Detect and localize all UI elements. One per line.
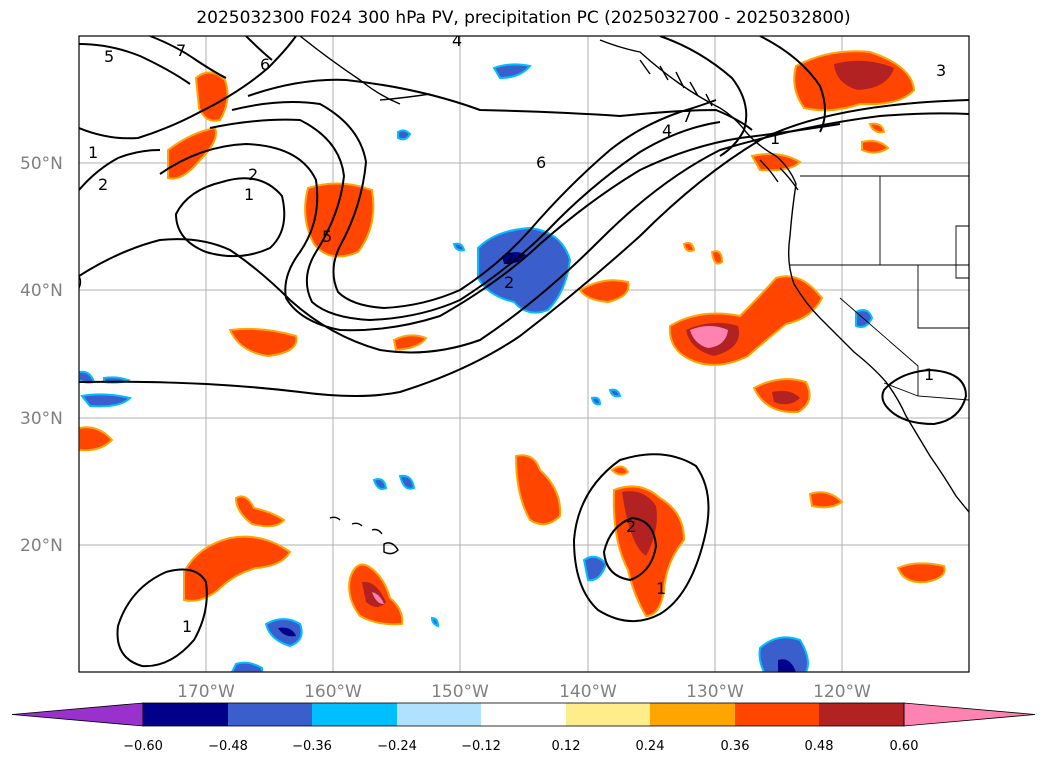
precip-positive-regions <box>79 50 946 626</box>
contour-label: 1 <box>770 129 780 148</box>
contour-label: 6 <box>260 55 270 74</box>
lat-label-50n: 50°N <box>20 154 63 174</box>
contour-label: 1 <box>924 365 934 384</box>
map-title: 2025032300 F024 300 hPa PV, precipitatio… <box>196 8 851 28</box>
latitude-labels: 50°N 40°N 30°N 20°N <box>20 154 63 556</box>
colorbar-tick-label: 0.24 <box>636 739 665 754</box>
contour-label: 3 <box>936 61 946 80</box>
colorbar-tick-label: 0.60 <box>890 739 919 754</box>
colorbar-extension-low <box>11 702 144 727</box>
contour-label: 2 <box>248 165 258 184</box>
contour-label: 7 <box>682 107 692 126</box>
colorbar-segment <box>143 703 228 726</box>
colorbar-tick-label: −0.36 <box>292 739 332 754</box>
lon-label-130w: 130°W <box>686 682 744 702</box>
precip-negative-regions <box>79 63 874 672</box>
colorbar-tick-label: 0.12 <box>552 739 581 754</box>
colorbar-tick-label: 0.48 <box>805 739 834 754</box>
pv-contours <box>79 36 969 668</box>
lon-label-170w: 170°W <box>177 682 235 702</box>
contour-label: 2 <box>626 517 636 536</box>
contour-label: 1 <box>182 617 192 636</box>
colorbar-tick-label: −0.24 <box>377 739 417 754</box>
colorbar-segment <box>735 703 819 726</box>
colorbar-tick-label: 0.36 <box>721 739 750 754</box>
colorbar-segment <box>819 703 904 726</box>
colorbar-tick-label: −0.12 <box>461 739 501 754</box>
contour-label: 6 <box>536 153 546 172</box>
contour-label: 4 <box>662 121 672 140</box>
map-border <box>78 35 970 673</box>
colorbar-segment <box>228 703 312 726</box>
colorbar-tick-label: −0.48 <box>208 739 248 754</box>
pv-contour-labels: 5 7 6 4 1 2 2 1 5 6 2 2 4 7 1 3 1 2 1 1 <box>88 31 946 636</box>
contour-label: 2 <box>98 175 108 194</box>
lat-label-20n: 20°N <box>20 536 63 556</box>
contour-label: 5 <box>322 227 332 246</box>
colorbar-segment <box>481 703 566 726</box>
contour-label: 4 <box>452 31 462 50</box>
contour-label: 1 <box>244 185 254 204</box>
contour-label: 2 <box>504 273 514 292</box>
contour-label: 1 <box>656 579 666 598</box>
longitude-labels: 170°W 160°W 150°W 140°W 130°W 120°W <box>177 682 871 702</box>
colorbar <box>11 702 1036 727</box>
colorbar-segment <box>397 703 481 726</box>
contour-label: 7 <box>176 41 186 60</box>
colorbar-outline <box>142 702 905 727</box>
colorbar-segment <box>312 703 397 726</box>
lon-label-120w: 120°W <box>813 682 871 702</box>
colorbar-tick-labels: −0.60 −0.48 −0.36 −0.24 −0.12 0.12 0.24 … <box>123 739 918 754</box>
colorbar-segment <box>566 703 650 726</box>
lat-label-40n: 40°N <box>20 281 63 301</box>
colorbar-segment <box>650 703 735 726</box>
contour-label: 1 <box>88 143 98 162</box>
contour-label: 5 <box>104 47 114 66</box>
lon-label-160w: 160°W <box>304 682 362 702</box>
contour-label: 2 <box>504 249 514 268</box>
lon-label-150w: 150°W <box>431 682 489 702</box>
colorbar-tick-label: −0.60 <box>123 739 163 754</box>
lat-label-30n: 30°N <box>20 409 63 429</box>
lon-label-140w: 140°W <box>559 682 617 702</box>
colorbar-extension-high <box>903 702 1036 727</box>
